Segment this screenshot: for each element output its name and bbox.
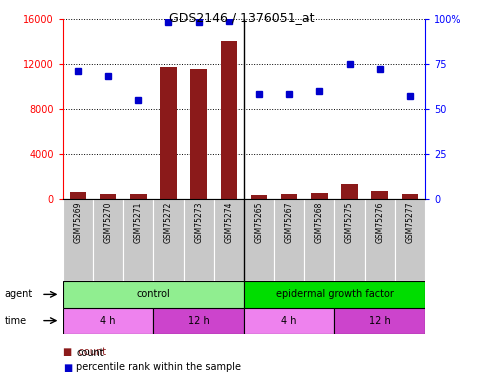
Bar bbox=[63, 199, 93, 281]
Text: agent: agent bbox=[5, 290, 33, 299]
Bar bbox=[63, 308, 154, 334]
Text: 12 h: 12 h bbox=[369, 316, 391, 326]
Bar bbox=[251, 195, 267, 199]
Bar bbox=[154, 199, 184, 281]
Text: count: count bbox=[76, 348, 104, 357]
Text: epidermal growth factor: epidermal growth factor bbox=[275, 290, 394, 299]
Text: 12 h: 12 h bbox=[188, 316, 210, 326]
Bar bbox=[365, 199, 395, 281]
Bar bbox=[70, 192, 86, 199]
Text: 4 h: 4 h bbox=[282, 316, 297, 326]
Text: GSM75271: GSM75271 bbox=[134, 201, 143, 243]
Bar bbox=[304, 199, 334, 281]
Text: GSM75277: GSM75277 bbox=[405, 201, 414, 243]
Text: GSM75273: GSM75273 bbox=[194, 201, 203, 243]
Bar bbox=[244, 308, 334, 334]
Text: GSM75265: GSM75265 bbox=[255, 201, 264, 243]
Bar bbox=[63, 281, 244, 308]
Bar bbox=[221, 41, 237, 199]
Text: GDS2146 / 1376051_at: GDS2146 / 1376051_at bbox=[169, 11, 314, 24]
Text: control: control bbox=[137, 290, 170, 299]
Bar bbox=[93, 199, 123, 281]
Bar bbox=[213, 199, 244, 281]
Text: GSM75268: GSM75268 bbox=[315, 201, 324, 243]
Bar bbox=[190, 69, 207, 199]
Bar bbox=[244, 281, 425, 308]
Bar bbox=[281, 195, 298, 199]
Text: GSM75275: GSM75275 bbox=[345, 201, 354, 243]
Text: ■: ■ bbox=[63, 363, 72, 372]
Text: GSM75272: GSM75272 bbox=[164, 201, 173, 243]
Bar bbox=[402, 195, 418, 199]
Text: percentile rank within the sample: percentile rank within the sample bbox=[76, 363, 242, 372]
Text: GSM75276: GSM75276 bbox=[375, 201, 384, 243]
Text: 4 h: 4 h bbox=[100, 316, 116, 326]
Bar bbox=[244, 199, 274, 281]
Text: time: time bbox=[5, 316, 27, 326]
Text: GSM75269: GSM75269 bbox=[73, 201, 83, 243]
Bar bbox=[100, 194, 116, 199]
Text: GSM75270: GSM75270 bbox=[103, 201, 113, 243]
Text: GSM75274: GSM75274 bbox=[224, 201, 233, 243]
Bar bbox=[341, 184, 358, 199]
Bar bbox=[334, 308, 425, 334]
Bar bbox=[184, 199, 213, 281]
Bar bbox=[160, 67, 177, 199]
Bar bbox=[371, 191, 388, 199]
Bar bbox=[311, 193, 327, 199]
Text: GSM75267: GSM75267 bbox=[284, 201, 294, 243]
Text: ■  count: ■ count bbox=[63, 348, 106, 357]
Bar bbox=[154, 308, 244, 334]
Bar bbox=[130, 195, 146, 199]
Bar bbox=[395, 199, 425, 281]
Bar bbox=[123, 199, 154, 281]
Bar bbox=[274, 199, 304, 281]
Bar bbox=[334, 199, 365, 281]
